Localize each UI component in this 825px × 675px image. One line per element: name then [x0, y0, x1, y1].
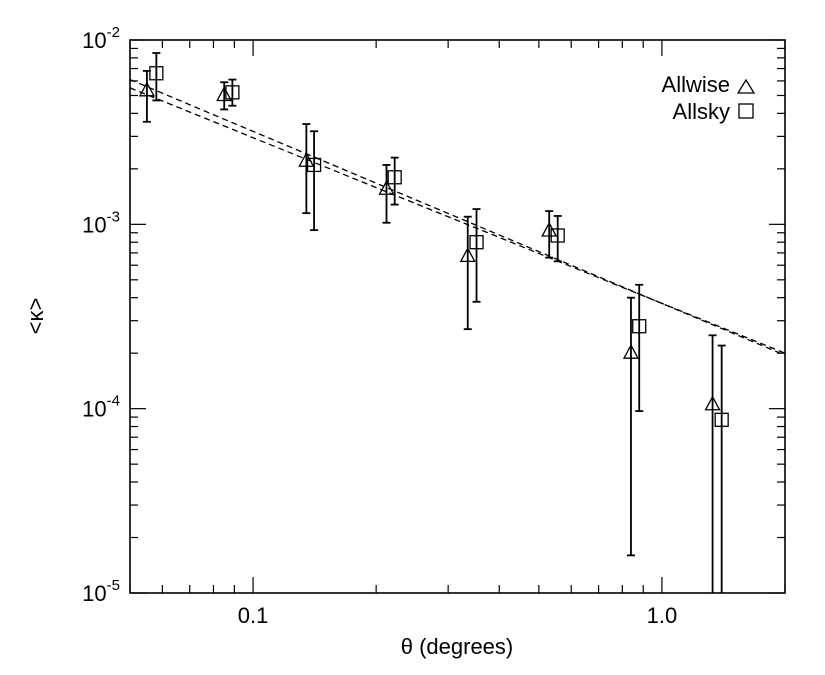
legend-triangle-marker	[736, 78, 756, 94]
y-tick-label-base: 10	[82, 28, 106, 53]
x-axis-title: θ (degrees)	[401, 634, 514, 659]
plot-frame	[129, 39, 786, 594]
y-tick-label-base: 10	[82, 581, 106, 606]
allsky-square-point	[387, 170, 402, 185]
fit-line	[129, 87, 786, 354]
allwise-triangle-point	[378, 179, 395, 195]
allsky-square-point	[225, 85, 240, 100]
data-points-layer	[138, 52, 729, 593]
allsky-square-point	[469, 235, 484, 250]
allwise-triangle-point	[138, 81, 156, 97]
allsky-square-point	[306, 157, 322, 173]
allsky-square-point	[632, 319, 647, 334]
legend: Allwise Allsky	[662, 72, 756, 124]
x-tick-label: 1.0	[647, 603, 678, 628]
y-tick-label-exponent: -4	[107, 393, 120, 410]
legend-label-allwise: Allwise	[662, 72, 730, 97]
fit-lines-layer	[129, 78, 786, 356]
y-tick-label: 10-3	[82, 208, 120, 237]
y-tick-label-exponent: -5	[107, 577, 120, 594]
y-tick-label-exponent: -3	[107, 208, 120, 225]
allwise-triangle-point	[459, 247, 476, 263]
legend-square-marker	[738, 103, 754, 119]
allwise-triangle-point	[298, 151, 315, 167]
allwise-triangle-point	[622, 343, 640, 359]
y-tick-label-base: 10	[82, 212, 106, 237]
allsky-square-point	[550, 228, 565, 243]
allsky-square-point	[714, 412, 729, 427]
allwise-triangle-point	[216, 86, 233, 102]
y-tick-label-base: 10	[82, 397, 106, 422]
y-tick-label: 10-4	[82, 393, 120, 422]
y-axis-title: <κ>	[23, 298, 48, 335]
y-tick-label: 10-2	[82, 24, 120, 53]
allsky-square-point	[149, 66, 164, 81]
ticks-layer: 0.1 1.010-510-410-310-2	[82, 24, 786, 628]
fit-line	[129, 78, 786, 356]
allwise-triangle-point	[704, 395, 721, 411]
y-tick-label: 10-5	[82, 577, 120, 606]
x-tick-label: 0.1	[238, 603, 269, 628]
y-tick-label-exponent: -2	[107, 24, 120, 41]
legend-label-allsky: Allsky	[673, 99, 730, 124]
